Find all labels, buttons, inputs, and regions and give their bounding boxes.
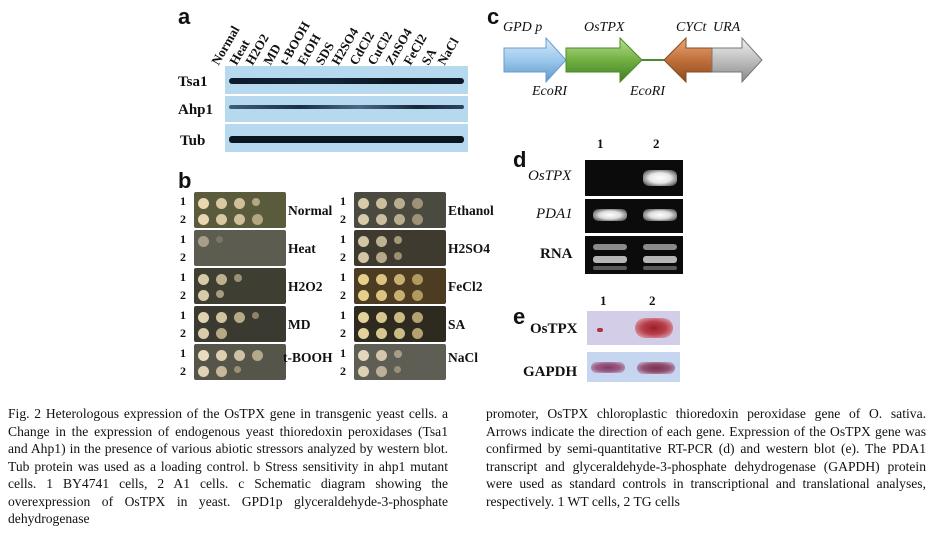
row-label-pda1: PDA1: [536, 206, 573, 222]
panel-d-label: d: [513, 147, 527, 172]
lane-number-2: 2: [653, 136, 660, 151]
row-number: 2: [180, 326, 186, 340]
condition-label-nacl: NaCl: [448, 350, 478, 365]
condition-label-sa: SA: [448, 317, 466, 332]
row-number: 2: [340, 364, 346, 378]
plate-heat: [194, 230, 286, 266]
spot-assay-left: 1 2 1 2 1 2 1 2 1 2: [180, 192, 340, 382]
panel-a-label: a: [178, 4, 191, 29]
site-label-ecori: EcoRI: [630, 84, 665, 99]
row-number: 1: [340, 194, 346, 208]
lane-number-1: 1: [600, 293, 607, 308]
gene-label-ura: URA: [713, 20, 741, 35]
western-blot-tsa1: [225, 66, 468, 94]
plate-fecl2: [354, 268, 446, 304]
row-number: 1: [340, 270, 346, 284]
western-blot-tub: [225, 124, 468, 152]
lane-number-1: 1: [597, 136, 604, 151]
plate-h2so4: [354, 230, 446, 266]
row-number: 1: [180, 308, 186, 322]
row-label-ahp1: Ahp1: [178, 102, 214, 118]
row-number: 1: [180, 346, 186, 360]
construct-diagram: [503, 36, 763, 84]
row-number: 2: [180, 364, 186, 378]
row-label-ostpx-protein: OsTPX: [530, 321, 578, 337]
plate-ethanol: [354, 192, 446, 228]
row-number: 2: [340, 250, 346, 264]
condition-label-h2so4: H2SO4: [448, 241, 491, 256]
western-blot-ahp1: [225, 96, 468, 122]
row-number: 2: [180, 288, 186, 302]
condition-label-fecl2: FeCl2: [448, 279, 483, 294]
gel-rna: [585, 236, 683, 274]
cyct-terminator-arrow: [663, 36, 713, 84]
panel-c-label: c: [487, 4, 500, 29]
condition-label-normal: Normal: [288, 203, 333, 218]
row-number: 2: [180, 250, 186, 264]
spot-assay-right: 1 2 1 2 1 2 1 2 1 2: [340, 192, 450, 382]
site-label-ecori: EcoRI: [532, 84, 567, 99]
row-number: 2: [340, 288, 346, 302]
gel-ostpx: [585, 160, 683, 196]
caption-text: promoter, OsTPX chloroplastic thioredoxi…: [486, 406, 926, 509]
row-label-ostpx: OsTPX: [528, 168, 572, 184]
gene-label-gpd: GPD p: [503, 20, 543, 35]
ostpx-gene-arrow: [565, 36, 643, 84]
row-number: 1: [180, 270, 186, 284]
row-number: 1: [340, 308, 346, 322]
row-number: 2: [340, 212, 346, 226]
row-number: 1: [180, 232, 186, 246]
plate-normal: [194, 192, 286, 228]
panel-b-label: b: [178, 168, 192, 193]
condition-label-ethanol: Ethanol: [448, 203, 494, 218]
row-number: 2: [340, 326, 346, 340]
condition-label-tbooh: t-BOOH: [283, 350, 333, 365]
row-label-rna: RNA: [540, 246, 573, 262]
gel-pda1: [585, 199, 683, 233]
lane-number-2: 2: [649, 293, 656, 308]
gpd-promoter-arrow: [503, 36, 567, 84]
ura-marker-arrow: [711, 36, 763, 84]
caption-text: Fig. 2 Heterologous expression of the Os…: [8, 406, 448, 526]
western-blot-ostpx: [587, 311, 680, 345]
row-label-tsa1: Tsa1: [178, 74, 208, 90]
condition-label-heat: Heat: [288, 241, 316, 256]
row-number: 1: [340, 346, 346, 360]
western-blot-gapdh: [587, 352, 680, 382]
plate-nacl: [354, 344, 446, 380]
figure-caption-column-2: promoter, OsTPX chloroplastic thioredoxi…: [486, 405, 926, 510]
panel-e-label: e: [513, 304, 526, 329]
figure-caption-column-1: Fig. 2 Heterologous expression of the Os…: [8, 405, 448, 528]
row-label-gapdh: GAPDH: [523, 364, 578, 380]
lane-label: NaCl: [434, 34, 462, 68]
plate-sa: [354, 306, 446, 342]
plate-tbooh: [194, 344, 286, 380]
plate-h2o2: [194, 268, 286, 304]
row-label-tub: Tub: [180, 133, 206, 149]
gene-label-ostpx: OsTPX: [584, 20, 625, 35]
panel-a-lane-labels: Normal Heat H2O2 MD t-BOOH EtOH SDS H2SO…: [208, 0, 472, 68]
row-number: 1: [180, 194, 186, 208]
plate-md: [194, 306, 286, 342]
gene-label-cyct: CYCt: [676, 20, 707, 35]
condition-label-md: MD: [288, 317, 311, 332]
row-number: 2: [180, 212, 186, 226]
condition-label-h2o2: H2O2: [288, 279, 323, 294]
row-number: 1: [340, 232, 346, 246]
